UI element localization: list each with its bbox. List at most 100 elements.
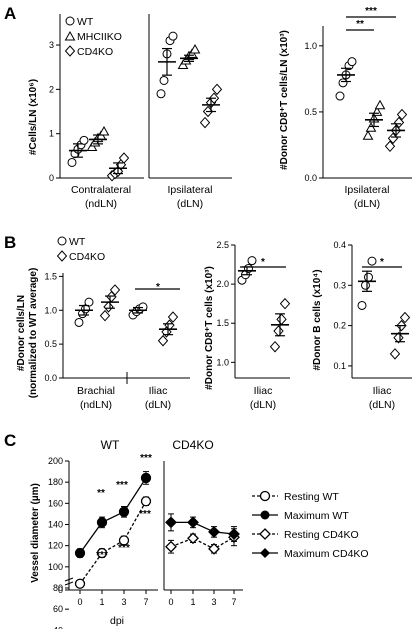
- panel-c-point-resting-cd4ko: [165, 540, 177, 553]
- panel-c-point-resting-wt: [74, 578, 86, 589]
- panel-b-mid-y-tick-label: 1.0: [216, 357, 229, 367]
- panel-a-left-cat1-line2: (ndLN): [85, 198, 117, 210]
- panel-b-mid-cd4ko-point: [269, 340, 281, 353]
- panel-c-y-tick-label: 80: [53, 583, 63, 593]
- panel-c-y-tick-label: 160: [48, 498, 63, 508]
- panel-c-line-maximum-cd4ko: [171, 521, 235, 535]
- panel-b-left-marks: [74, 284, 179, 347]
- panel-a-right-yaxis: 0.0 0.5 1.0: [304, 41, 323, 183]
- panel-c-xlabel: dpi: [110, 615, 124, 627]
- panel-b-mid-cd4ko-point: [279, 297, 291, 310]
- panel-b-right-marks: [357, 256, 411, 360]
- panel-b-right-xlabel-line1: Iliac: [373, 385, 392, 397]
- legend-maximum-wt-label: Maximum WT: [284, 510, 349, 522]
- panel-c-x-tick-label: 7: [143, 597, 148, 607]
- legend-maximum-wt-marker: [260, 510, 270, 520]
- panel-b-mid-xlabel-line1: Iliac: [254, 385, 273, 397]
- legend-resting-cd4ko-marker: [259, 528, 271, 540]
- legend-b-cd4ko-marker: [56, 250, 68, 262]
- panel-a-right-cd4ko-point: [384, 140, 396, 153]
- panel-c-x-tick-label: 7: [231, 597, 236, 607]
- panel-a-left-mhciiko-point: [189, 43, 201, 54]
- panel-c-sig-lower-2: ***: [118, 543, 130, 554]
- panel-a-left: #Cells/LN (x10⁶) 0 1 2 3 Contralateral (ndL…: [28, 14, 232, 210]
- panel-a-right-y-tick-label: 1.0: [304, 41, 317, 51]
- panel-c-point-maximum-wt: [118, 506, 130, 517]
- panel-b-right: #Donor B cells (x10⁴) 0.1 0.2 0.3 0.4 * Ili…: [312, 240, 412, 411]
- panel-c-point-maximum-cd4ko: [228, 528, 240, 540]
- panel-b-mid-ylabel: #Donor CD8⁺T cells (x10³): [204, 266, 215, 390]
- panel-c-x-tick-label: 1: [99, 597, 104, 607]
- panel-b-left-cd4ko-point: [157, 334, 169, 347]
- panel-a-left-y-tick-label: 2: [49, 84, 54, 94]
- panel-b-right-wt-point: [367, 256, 377, 266]
- panel-a-right-wt-point: [335, 91, 345, 101]
- legend-b-cd4ko-label: CD4KO: [69, 251, 105, 263]
- panel-c-y-tick-label: 0: [58, 585, 63, 595]
- panel-b-left: #Donor cells/LN (normalized to WT averag…: [16, 236, 190, 411]
- panel-b-left-sig: *: [156, 282, 160, 293]
- panel-b-right-yaxis: 0.1 0.2 0.3 0.4: [333, 240, 352, 371]
- panel-a-right-sig-1: ***: [365, 6, 377, 17]
- panel-a-right-sig-2: **: [356, 19, 364, 30]
- panel-b-right-ylabel: #Donor B cells (x10⁴): [312, 269, 323, 370]
- panel-c-y-tick-label: 140: [48, 520, 63, 530]
- panel-b-right-sig: *: [380, 257, 384, 268]
- panel-b-left-cat2-line1: Iliac: [149, 385, 168, 397]
- panel-c-point-resting-cd4ko: [187, 532, 199, 545]
- panel-a-left-wt-point: [168, 31, 178, 41]
- panel-a-left-marks: [67, 31, 223, 182]
- panel-b-right-y-tick-label: 0.4: [333, 240, 346, 250]
- legend-cd4ko-marker: [64, 45, 76, 57]
- panel-a-left-cd4ko-point: [211, 83, 223, 96]
- legend-resting-cd4ko-label: Resting CD4KO: [284, 529, 359, 541]
- panel-b-left-cat1-line2: (ndLN): [80, 399, 112, 411]
- panel-b-mid-marks: [237, 256, 291, 353]
- panel-b-left-y-tick-label: 1.0: [44, 305, 57, 315]
- panel-c-y-tick-label: 60: [53, 604, 63, 614]
- panel-b-mid-cd4ko-point: [273, 325, 284, 337]
- panel-a-right-mhciiko-point: [365, 122, 377, 132]
- panel-a-right-marks: [335, 57, 408, 153]
- panel-c-y-tick-label: 180: [48, 477, 63, 487]
- panel-b-mid-y-tick-label: 1.5: [216, 318, 229, 328]
- panel-c-point-maximum-wt: [74, 547, 86, 559]
- panel-c-line-resting-wt: [79, 500, 147, 585]
- legend-maximum-cd4ko-label: Maximum CD4KO: [284, 548, 369, 560]
- panel-c-point-maximum-cd4ko: [208, 525, 220, 538]
- panel-b-left-cd4ko-point: [167, 311, 179, 323]
- panel-a-left-wt-point: [79, 135, 89, 145]
- panel-c-y-tick-label: 40: [53, 625, 63, 629]
- panel-a-right-xlabel-line2: (dLN): [354, 198, 380, 210]
- panel-b-right-wt-point: [364, 272, 373, 282]
- panel-a-right-ylabel: #Donor CD8⁺T cells/LN (x10³): [279, 30, 290, 170]
- legend-mhciiko-marker: [64, 30, 76, 41]
- panel-a-left-cd4ko-point: [118, 152, 130, 164]
- panel-c-y-tick-label: 100: [48, 562, 63, 572]
- panel-b-right-y-tick-label: 0.2: [333, 321, 346, 331]
- panel-c-sig-lower-3: ***: [139, 509, 151, 520]
- panel-c-x-tick-label: 1: [190, 597, 195, 607]
- panel-c-y-tick-label: 200: [48, 456, 63, 466]
- panel-c-sig-upper-3: ***: [140, 453, 152, 464]
- panel-a-right-y-tick-label: 0.5: [304, 107, 317, 117]
- panel-b-right-y-tick-label: 0.1: [333, 361, 346, 371]
- panel-a-right-wt-point: [338, 78, 348, 88]
- panel-c-point-maximum-cd4ko: [187, 516, 199, 529]
- panel-b-right-wt-point: [357, 300, 367, 310]
- panel-b-mid-y-tick-label: 2.5: [216, 240, 229, 250]
- panel-a-right-mhciiko-point: [362, 130, 374, 140]
- legend-cd4ko-label: CD4KO: [77, 46, 113, 58]
- panel-c-x-tick-label: 0: [77, 597, 82, 607]
- panel-c-x-tick-label: 0: [168, 597, 173, 607]
- panel-c-title-cd4ko: CD4KO: [172, 438, 213, 452]
- panel-a-left-wt-point: [156, 89, 166, 99]
- panel-c-marks: [74, 471, 240, 589]
- panel-c-y-tick-label: 120: [48, 541, 63, 551]
- panel-c-point-resting-wt: [140, 496, 152, 507]
- panel-b-right-cd4ko-point: [389, 348, 401, 360]
- panel-a-left-cat2-line1: Ipsilateral: [168, 184, 213, 196]
- legend-wt-marker: [65, 16, 75, 26]
- panel-c-x-tick-label: 3: [211, 597, 216, 607]
